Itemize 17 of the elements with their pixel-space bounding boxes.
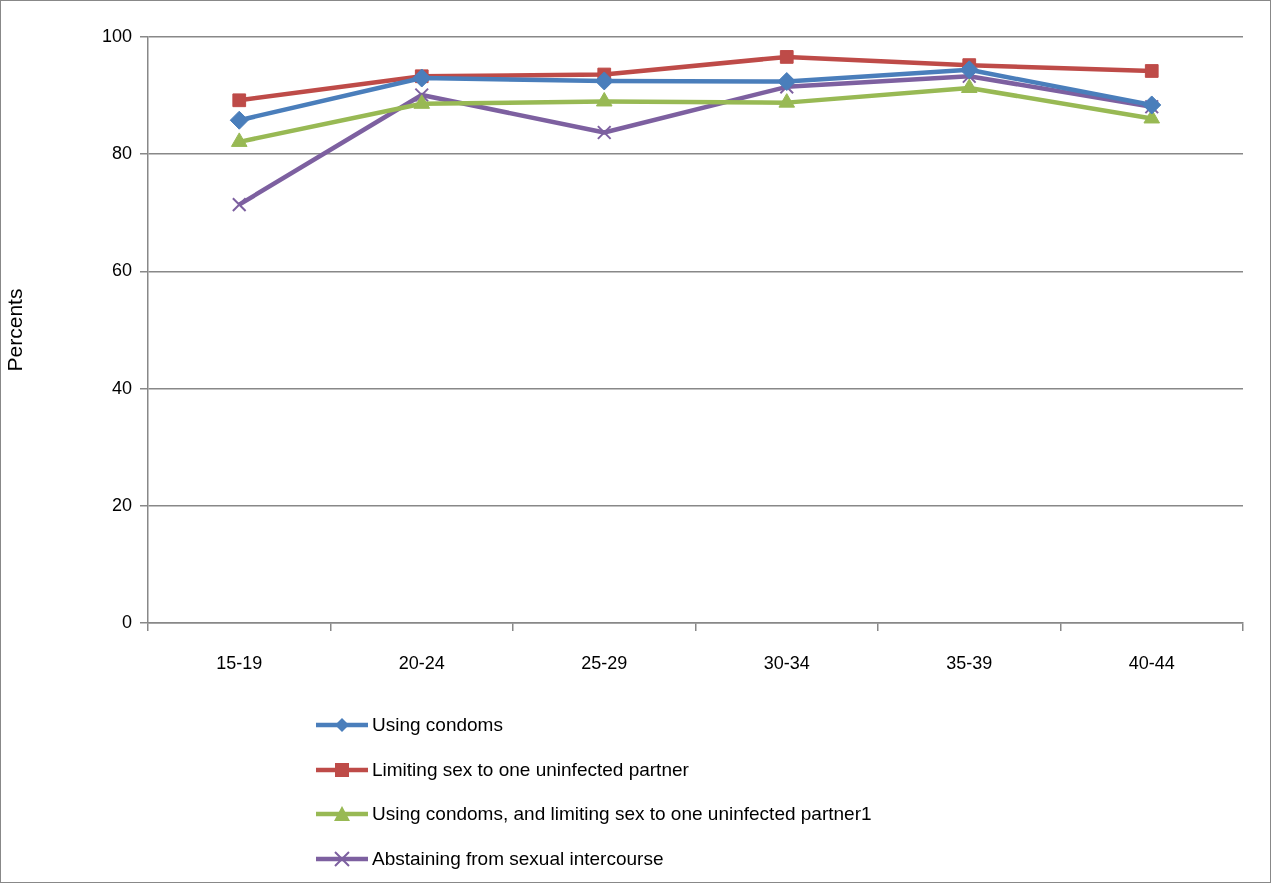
x-tick-label: 30-34 [763,652,810,673]
y-tick-label: 40 [111,377,132,398]
x-tick-label: 20-24 [398,652,445,673]
y-tick-label: 0 [121,611,132,632]
legend-label: Limiting sex to one uninfected partner [372,758,689,781]
x-tick-label: 25-29 [581,652,628,673]
x-tick-label: 35-39 [946,652,993,673]
y-tick-label: 20 [111,494,132,515]
y-tick-label: 80 [111,143,132,164]
legend-label: Using condoms [372,714,503,737]
x-tick-label: 40-44 [1128,652,1175,673]
legend-label: Abstaining from sexual intercourse [372,847,664,870]
y-axis-title: Percents [3,288,27,372]
x-tick-label: 15-19 [216,652,263,673]
y-tick-label: 100 [101,25,132,46]
y-tick-label: 60 [111,260,132,281]
legend-label: Using condoms, and limiting sex to one uninfected partner1 [372,803,872,826]
